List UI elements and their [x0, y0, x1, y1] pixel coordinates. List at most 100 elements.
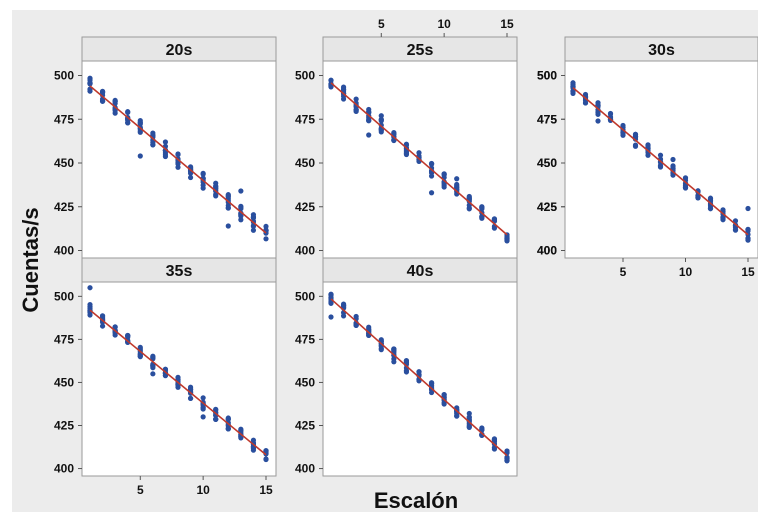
data-point: [125, 332, 131, 339]
y-tick-label: 400: [295, 462, 315, 476]
data-point: [416, 369, 422, 375]
fit-line: [572, 87, 749, 236]
y-tick-label: 475: [537, 112, 557, 126]
data-point: [657, 152, 664, 158]
data-point: [682, 184, 689, 190]
fit-line: [330, 298, 508, 457]
data-point: [137, 153, 143, 159]
data-point: [263, 236, 269, 242]
data-point: [250, 214, 257, 220]
fit-line: [330, 82, 508, 236]
y-tick-label: 425: [537, 200, 557, 214]
data-point: [328, 291, 334, 298]
y-tick-label: 475: [295, 112, 315, 126]
data-point: [87, 301, 93, 308]
data-point: [250, 223, 257, 229]
data-point: [112, 97, 118, 104]
y-tick-label: 450: [295, 375, 315, 389]
data-point: [620, 122, 626, 129]
y-tick-label: 425: [295, 419, 315, 433]
data-point: [428, 389, 435, 396]
data-point: [250, 445, 257, 451]
y-tick-label: 475: [54, 112, 74, 126]
data-point: [263, 229, 269, 235]
y-tick-label: 450: [54, 375, 74, 389]
y-tick-label: 400: [537, 244, 557, 258]
data-point: [137, 120, 143, 126]
data-point: [454, 413, 460, 419]
data-point: [162, 139, 169, 145]
data-point: [150, 371, 156, 377]
y-tick-label: 475: [537, 112, 557, 126]
data-point: [213, 180, 219, 186]
panel-2: [322, 36, 518, 259]
y-tick-label: 500: [54, 289, 74, 303]
data-point: [263, 223, 269, 230]
y-tick-label: 450: [537, 156, 557, 170]
x-tick-label: 5: [620, 265, 627, 279]
data-point: [200, 395, 206, 401]
data-point: [125, 109, 131, 116]
panel-title: 30s: [648, 42, 675, 59]
panel-5: [322, 257, 518, 477]
x-tick-label: 5: [137, 483, 144, 497]
data-point: [670, 156, 676, 163]
panel-title-strip: [564, 36, 758, 62]
data-point: [416, 150, 422, 156]
data-point: [403, 141, 410, 147]
data-point: [99, 98, 106, 104]
data-point: [479, 426, 485, 432]
x-tick-label: 10: [437, 17, 451, 31]
data-point: [416, 154, 422, 161]
data-point: [378, 127, 384, 133]
panel-title: 25s: [407, 42, 434, 59]
data-point: [366, 106, 372, 113]
data-point: [238, 188, 244, 194]
data-point: [200, 185, 206, 191]
x-tick-label: 15: [259, 483, 273, 497]
x-tick-label: 15: [500, 17, 514, 31]
data-point: [466, 424, 472, 430]
data-point: [225, 223, 231, 229]
y-tick-label: 500: [295, 289, 315, 303]
data-point: [328, 314, 334, 320]
y-tick-label: 450: [295, 156, 315, 170]
data-point: [504, 455, 510, 461]
data-point: [707, 206, 714, 212]
data-point: [238, 435, 244, 441]
data-point: [250, 227, 257, 233]
data-point: [466, 206, 472, 212]
data-point: [200, 414, 206, 420]
panel-title-strip: [322, 257, 518, 283]
data-point: [99, 323, 106, 329]
data-point: [645, 143, 651, 149]
data-point: [491, 217, 498, 223]
y-tick-label: 500: [295, 69, 315, 83]
data-point: [175, 151, 181, 157]
data-point: [250, 437, 257, 443]
data-point: [187, 174, 194, 181]
data-point: [225, 426, 231, 432]
panel-title: 35s: [166, 263, 193, 280]
data-point: [595, 102, 601, 108]
data-point: [504, 238, 510, 244]
data-point: [87, 80, 93, 86]
data-point: [213, 416, 219, 422]
data-point: [745, 235, 751, 241]
fit-line: [89, 85, 267, 234]
x-tick-label: 15: [741, 265, 755, 279]
data-point: [695, 194, 701, 201]
data-point: [632, 133, 639, 139]
y-tick-label: 500: [54, 69, 74, 83]
y-tick-label: 425: [537, 200, 557, 214]
data-point: [428, 190, 435, 196]
data-point: [466, 410, 472, 417]
data-point: [595, 118, 601, 124]
data-point: [213, 193, 219, 199]
data-point: [99, 89, 106, 95]
y-tick-label: 400: [295, 244, 315, 258]
data-point: [391, 359, 397, 365]
y-tick-label: 475: [295, 332, 315, 346]
y-tick-label: 500: [537, 69, 557, 83]
